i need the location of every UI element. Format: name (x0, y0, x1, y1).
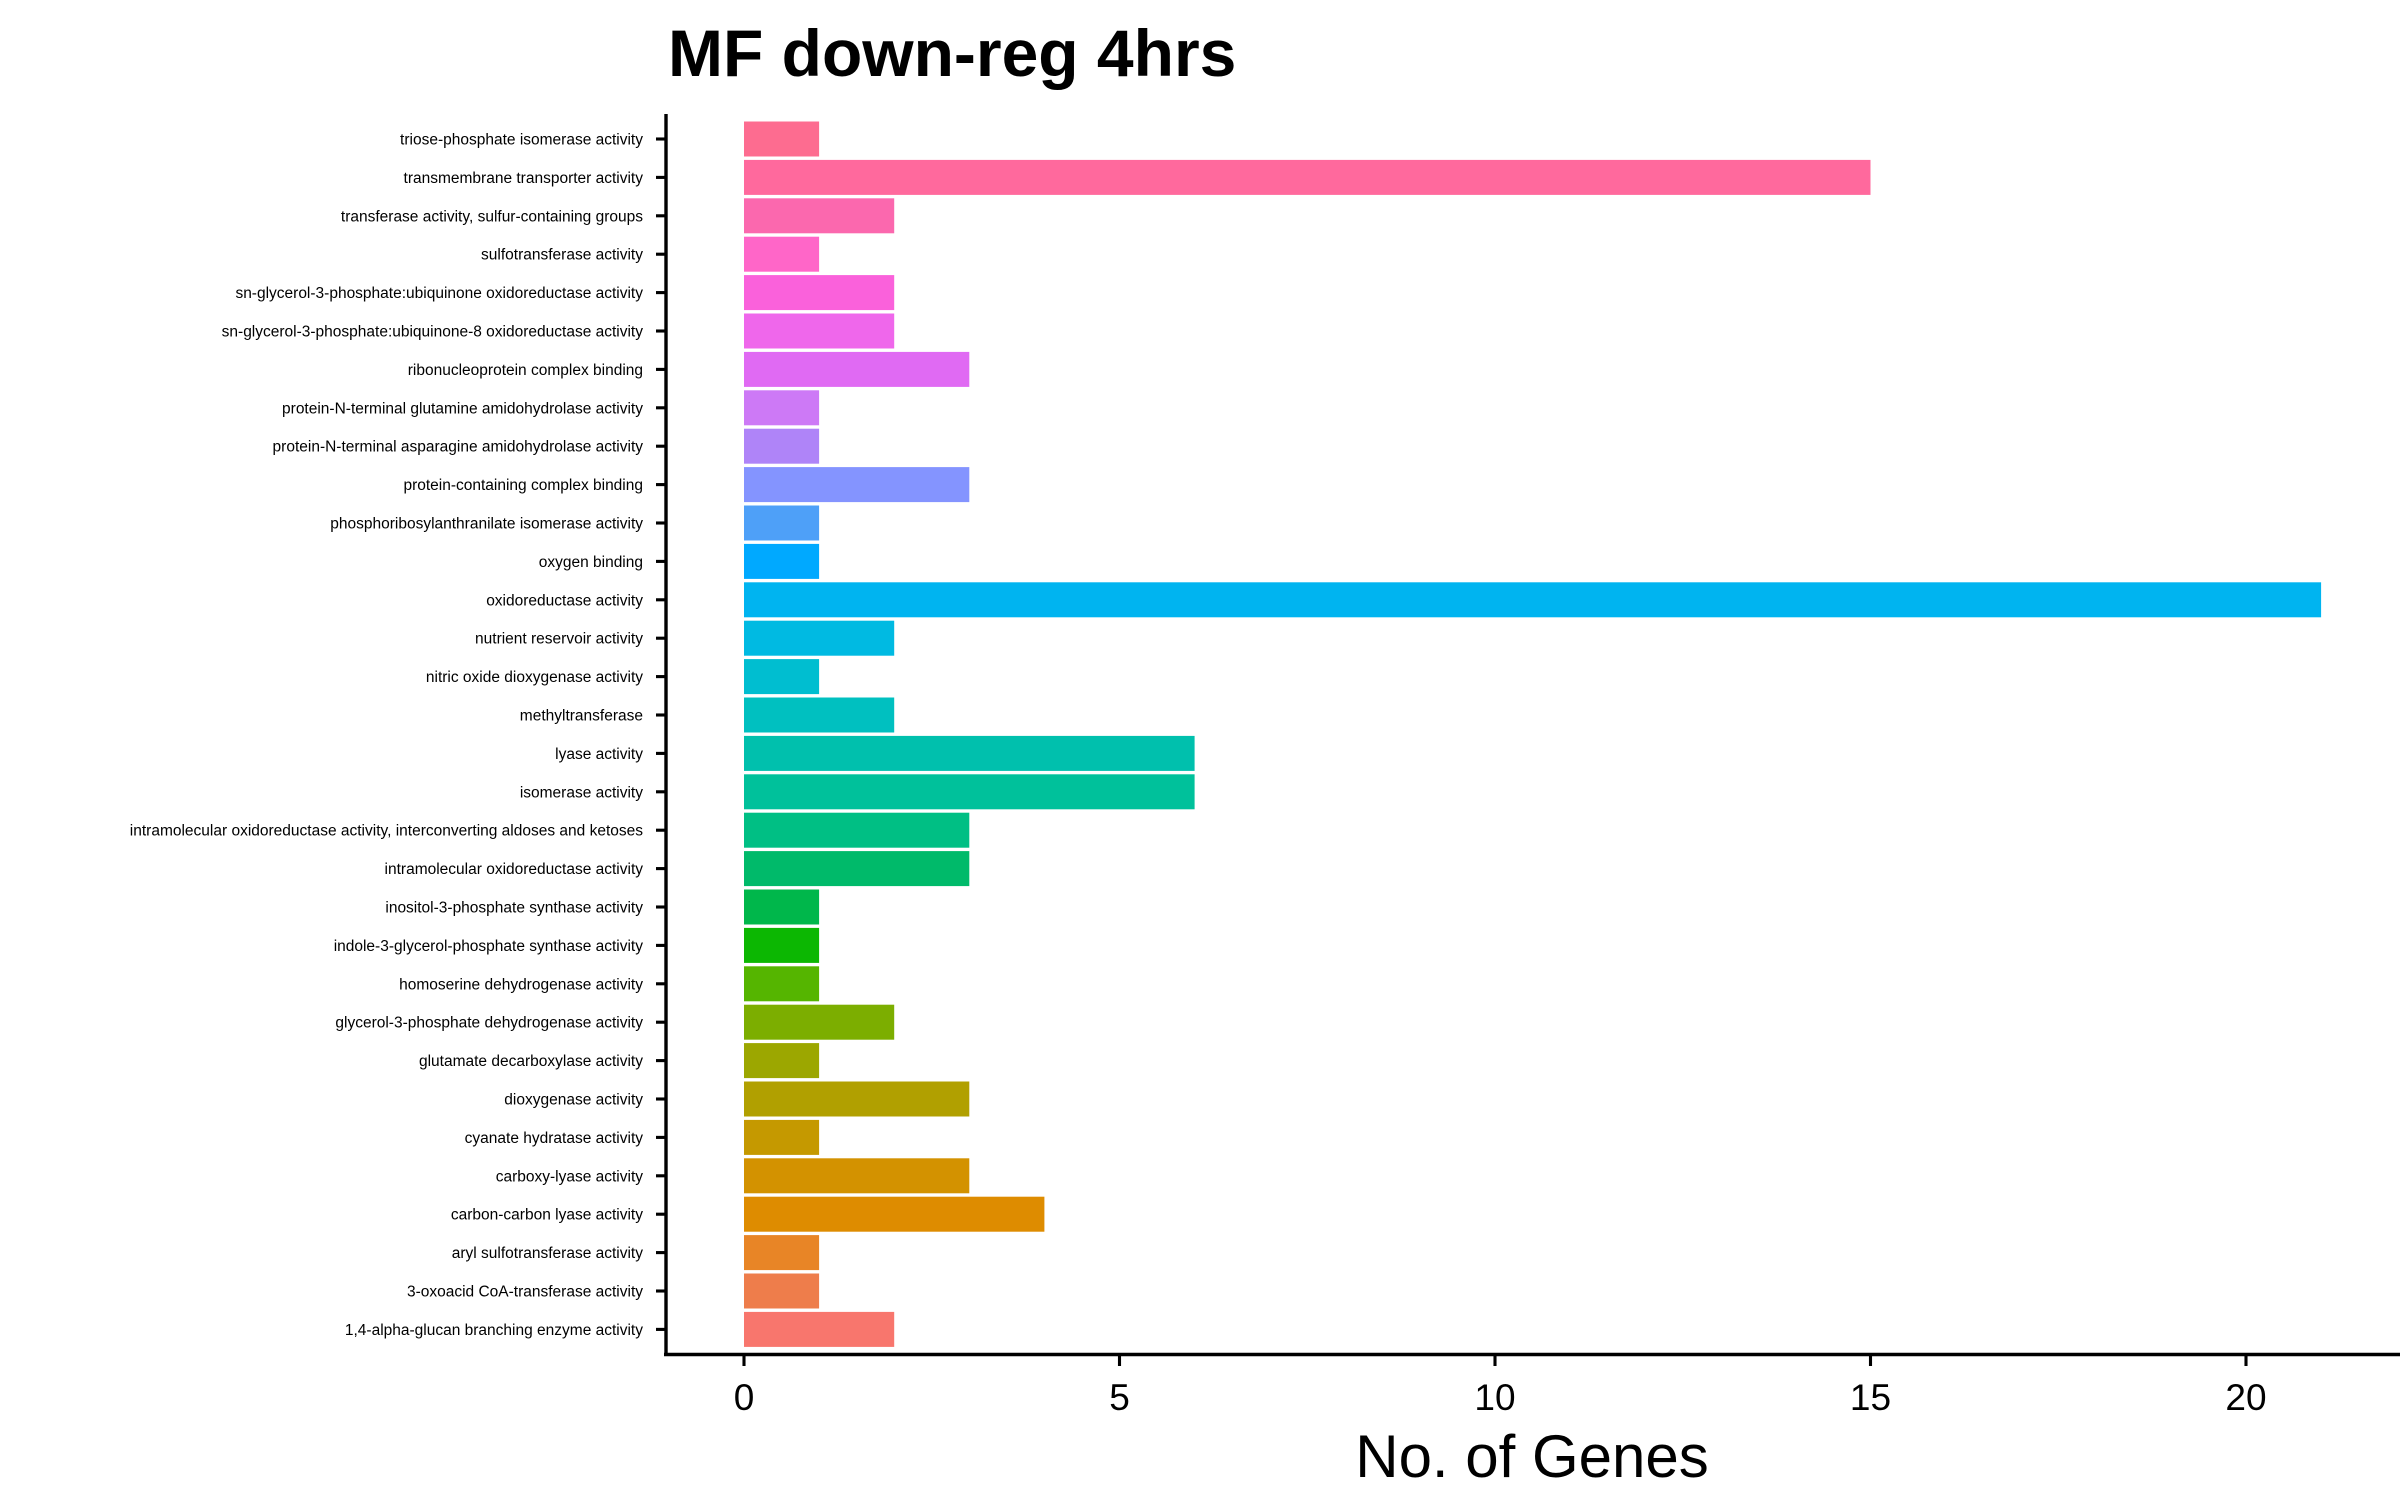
bar (744, 927, 820, 963)
bar (744, 697, 895, 733)
category-label: nutrient reservoir activity (475, 631, 643, 648)
category-label: glutamate decarboxylase activity (419, 1053, 643, 1070)
bar (744, 428, 820, 464)
category-label: ribonucleoprotein complex binding (408, 362, 643, 379)
x-tick-label: 0 (734, 1377, 755, 1418)
bar (744, 851, 970, 887)
y-axis (656, 114, 668, 1356)
bar (744, 467, 970, 503)
bar (744, 275, 895, 311)
bar (744, 735, 1195, 771)
category-label: phosphoribosylanthranilate isomerase act… (330, 516, 643, 533)
category-label: protein-N-terminal asparagine amidohydro… (273, 439, 644, 456)
x-tick-label: 5 (1109, 1377, 1130, 1418)
category-label: sn-glycerol-3-phosphate:ubiquinone oxido… (235, 285, 643, 302)
bar (744, 1119, 820, 1155)
category-label: aryl sulfotransferase activity (452, 1245, 643, 1262)
bar (744, 1235, 820, 1271)
category-label: methyltransferase (520, 708, 643, 725)
bar (744, 812, 970, 848)
bar (744, 659, 820, 695)
category-label: sn-glycerol-3-phosphate:ubiquinone-8 oxi… (222, 324, 644, 341)
category-label: carboxy-lyase activity (496, 1168, 644, 1185)
category-label: cyanate hydratase activity (465, 1130, 644, 1147)
category-label: protein-N-terminal glutamine amidohydrol… (282, 400, 643, 417)
bar (744, 620, 895, 656)
category-label: isomerase activity (520, 784, 643, 801)
x-axis (664, 1352, 2400, 1366)
category-label: glycerol-3-phosphate dehydrogenase activ… (335, 1015, 643, 1032)
category-label: intramolecular oxidoreductase activity, … (130, 823, 643, 840)
bar (744, 236, 820, 272)
bar (744, 1273, 820, 1309)
category-label: transferase activity, sulfur-containing … (341, 208, 643, 225)
x-tick-label: 20 (2225, 1377, 2266, 1418)
category-label: oxygen binding (539, 554, 643, 571)
bar (744, 313, 895, 349)
bar (744, 543, 820, 579)
category-label: sulfotransferase activity (481, 247, 643, 264)
bar (744, 1043, 820, 1079)
bar (744, 121, 820, 157)
bar (744, 1081, 970, 1117)
bar (744, 390, 820, 426)
category-label: lyase activity (555, 746, 643, 763)
bars-group (744, 121, 2322, 1347)
category-label: triose-phosphate isomerase activity (400, 132, 643, 149)
bar (744, 1196, 1045, 1232)
category-label: 3-oxoacid CoA-transferase activity (407, 1284, 643, 1301)
bar (744, 198, 895, 234)
bar (744, 966, 820, 1002)
bar (744, 159, 1871, 195)
bar (744, 1004, 895, 1040)
bar (744, 582, 2322, 618)
category-labels: triose-phosphate isomerase activity trans… (130, 132, 643, 1339)
category-label: dioxygenase activity (504, 1092, 643, 1109)
category-label: inositol-3-phosphate synthase activity (385, 900, 643, 917)
category-label: transmembrane transporter activity (404, 170, 644, 187)
bar (744, 889, 820, 925)
bar (744, 774, 1195, 810)
chart-title: MF down-reg 4hrs (668, 16, 1236, 90)
x-tick-labels: 0 5 10 15 20 (734, 1377, 2267, 1418)
category-label: 1,4-alpha-glucan branching enzyme activi… (345, 1322, 643, 1339)
category-label: oxidoreductase activity (486, 592, 643, 609)
bar (744, 1311, 895, 1347)
category-label: intramolecular oxidoreductase activity (385, 861, 644, 878)
category-label: carbon-carbon lyase activity (451, 1207, 643, 1224)
category-label: protein-containing complex binding (403, 477, 643, 494)
x-tick-label: 15 (1850, 1377, 1891, 1418)
bar (744, 1158, 970, 1194)
bar (744, 351, 970, 387)
bar (744, 505, 820, 541)
x-tick-label: 10 (1474, 1377, 1515, 1418)
category-label: nitric oxide dioxygenase activity (426, 669, 643, 686)
x-axis-title: No. of Genes (1355, 1423, 1709, 1490)
category-label: indole-3-glycerol-phosphate synthase act… (334, 938, 644, 955)
category-label: homoserine dehydrogenase activity (399, 976, 643, 993)
